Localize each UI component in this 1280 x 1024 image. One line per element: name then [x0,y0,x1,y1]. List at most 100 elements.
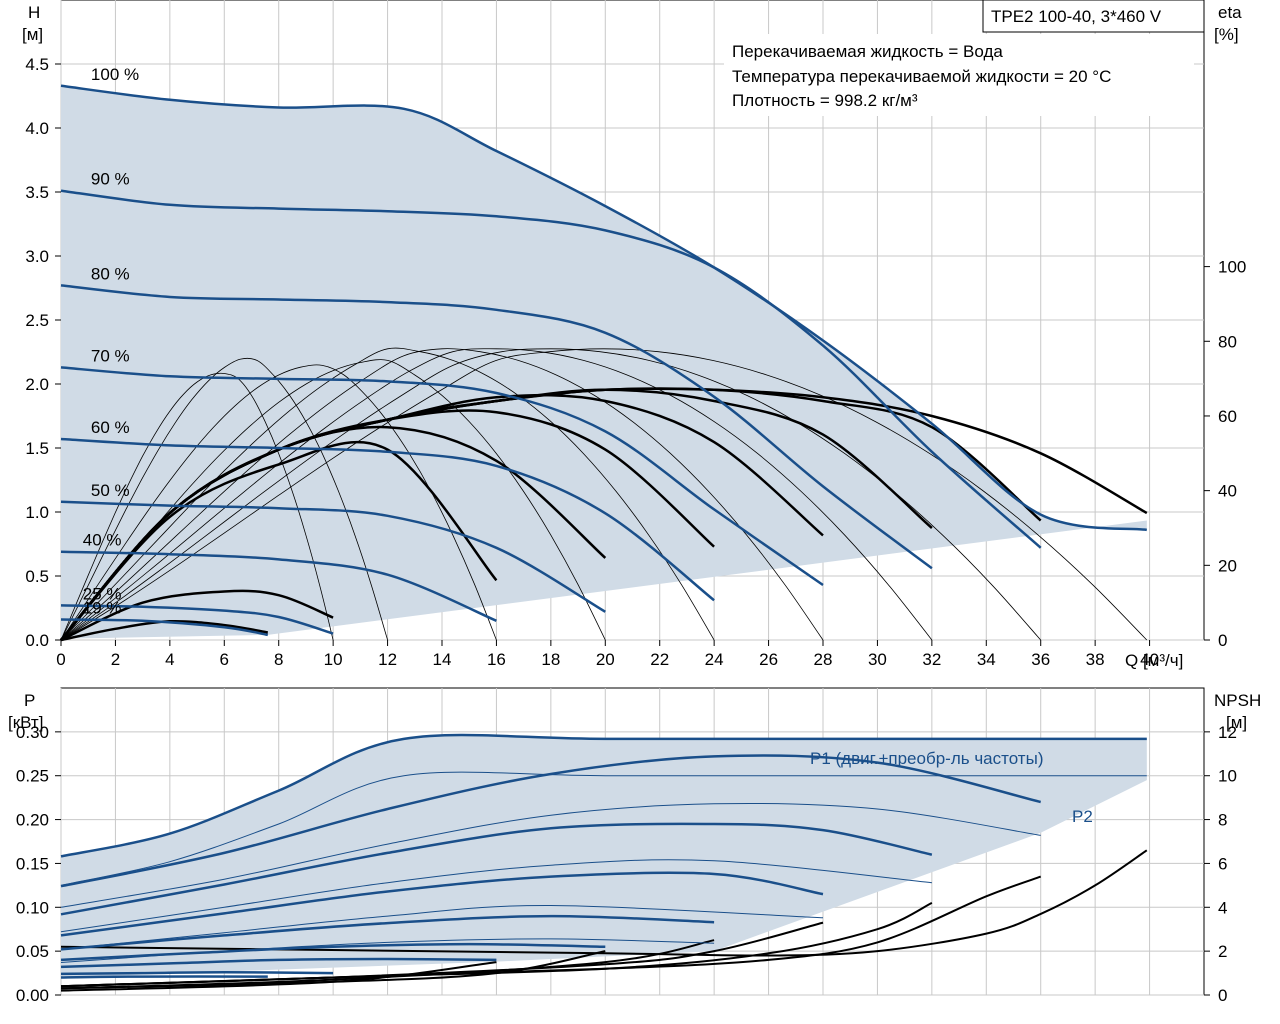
iso-efficiency-line [60,348,933,641]
p2-label: P2 [1072,807,1093,826]
head-curve [60,618,269,637]
iso-efficiency-line [60,372,334,641]
x-tick-label: 8 [274,650,283,669]
efficiency-curve [60,589,334,642]
npsh-tick-label: 2 [1218,942,1227,961]
power-tick-label: 0.30 [16,723,49,742]
head-curve [60,84,1147,532]
iso-efficiency-line [60,347,715,641]
eta-tick-label: 100 [1218,258,1246,277]
x-tick-label: 10 [324,650,343,669]
power-tick-label: 0.20 [16,811,49,830]
y-tick-label: 4.0 [25,119,49,138]
y-tick-label: 3.5 [25,183,49,202]
p1-curve [60,754,1041,888]
y-tick-label: 2.0 [25,375,49,394]
model-title-box [982,0,1205,33]
head-curve [60,500,606,613]
y-tick-label: 0.0 [25,631,49,650]
model-title: TPE2 100-40, 3*460 V [991,7,1162,26]
head-curves [60,84,1147,637]
x-tick-label: 20 [596,650,615,669]
eta-tick-label: 80 [1218,332,1237,351]
iso-efficiency-line [60,348,824,641]
x-tick-label: 38 [1086,650,1105,669]
flow-axis-label: Q [м³/ч] [1125,651,1183,670]
npsh-tick-label: 6 [1218,854,1227,873]
p1-curve [60,975,268,979]
x-tick-label: 14 [433,650,452,669]
y-tick-label: 2.5 [25,311,49,330]
npsh-axis-label: NPSH [1214,691,1261,710]
npsh-tick-label: 10 [1218,767,1237,786]
npsh-tick-label: 0 [1218,986,1227,1005]
power-axis-ticks: 0.00 0.05 0.10 0.15 0.20 0.25 0.30 0 2 4 6 8 10 12 [16,723,1237,1005]
p1-curve [60,942,606,962]
npsh-curve [60,961,497,992]
p2-curve [60,859,932,933]
speed-label: 50 % [91,481,130,500]
power-axis-label: P [24,691,35,710]
head-curve [60,366,824,587]
y-tick-label: 1.0 [25,503,49,522]
npsh-curve [60,849,1148,957]
power-axis-unit: [кВт] [8,713,43,732]
power-tick-label: 0.15 [16,854,49,873]
npsh-tick-label: 4 [1218,898,1227,917]
speed-label: 19 % [83,599,122,618]
p2-curve [60,904,824,950]
power-tick-label: 0.10 [16,898,49,917]
p1-label: P1 (двиг.+преобр-ль частоты) [810,749,1043,768]
x-tick-label: 22 [650,650,669,669]
info-fluid: Перекачиваемая жидкость = Вода [732,42,1003,61]
npsh-tick-label: 8 [1218,811,1227,830]
power-operating-area [61,735,1147,978]
p1-curve [60,871,824,937]
speed-label: 60 % [91,418,130,437]
power-tick-label: 0.00 [16,986,49,1005]
power-tick-label: 0.25 [16,767,49,786]
head-axis-ticks: 0 2 4 6 8 10 12 14 16 18 20 22 24 26 28 30 32 34 36 38 400.0… [25,55,1246,669]
p2-curve [60,771,1147,886]
x-tick-label: 0 [56,650,65,669]
x-tick-label: 32 [922,650,941,669]
p1-curve [60,733,1147,858]
y-tick-label: 0.5 [25,567,49,586]
p2-curve [60,802,1041,908]
x-tick-label: 18 [541,650,560,669]
iso-efficiency-line [60,348,1148,641]
x-tick-label: 6 [220,650,229,669]
x-tick-label: 4 [165,650,174,669]
p1-curve [60,822,933,916]
npsh-tick-label: 12 [1218,723,1237,742]
head-curve [60,437,715,602]
head-axis-unit: [м] [22,25,43,44]
y-tick-label: 3.0 [25,247,49,266]
x-tick-label: 36 [1031,650,1050,669]
p1-curve [60,970,334,976]
eta-tick-label: 20 [1218,556,1237,575]
p1-curve [60,957,497,969]
eta-tick-label: 40 [1218,482,1237,501]
x-tick-label: 28 [814,650,833,669]
head-operating-area [61,85,1147,639]
info-density: Плотность = 998.2 кг/м³ [732,91,918,110]
speed-label: 25 % [83,584,122,603]
x-tick-label: 12 [378,650,397,669]
head-curve [60,284,933,570]
npsh-curves [60,849,1148,992]
iso-efficiency-line [60,357,388,641]
head-curve [60,189,1042,549]
speed-label: 40 % [83,531,122,550]
info-temperature: Температура перекачиваемой жидкости = 20… [732,67,1111,86]
npsh-axis-unit: [м] [1226,713,1247,732]
speed-label: 90 % [91,170,130,189]
iso-efficiency-line [60,348,1041,641]
speed-labels: 100 % 90 % 80 % 70 % 60 % 50 % 40 % 25 %19 % [83,65,139,618]
y-tick-label: 1.5 [25,439,49,458]
power-tick-label: 0.05 [16,942,49,961]
y-tick-label: 4.5 [25,55,49,74]
p1-curve [60,914,715,951]
speed-label: 80 % [91,264,130,283]
